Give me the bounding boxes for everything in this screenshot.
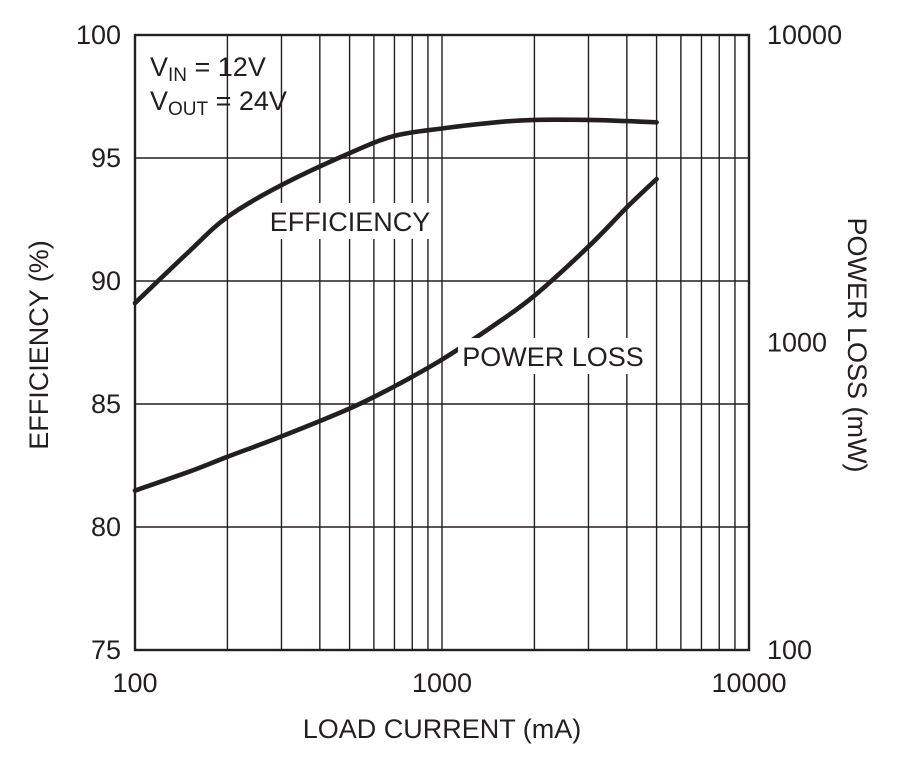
x-tick-label: 10000 [711,668,786,698]
y2-tick-label: 1000 [767,328,827,358]
vin-condition-label: VIN = 12V [150,52,266,86]
plot-frame [133,33,751,652]
y2-tick-label: 10000 [767,20,842,50]
power-loss-label-backdrop [458,338,648,374]
power-loss-series-label: POWER LOSS [462,342,644,372]
y-tick-label: 80 [91,512,121,542]
efficiency-curve [132,117,659,306]
y2-tick-label: 100 [767,635,812,665]
vout-condition-label: VOUT = 24V [150,86,287,120]
y-tick-label: 85 [91,389,121,419]
power-loss-curve [132,176,659,493]
series-lines [132,117,659,493]
efficiency-label-backdrop [270,203,430,239]
y-tick-label: 75 [91,635,121,665]
y-tick-label: 90 [91,266,121,296]
y-tick-label: 100 [76,20,121,50]
y-axis-tick-labels: 75 80 85 90 95 100 [76,20,121,665]
x-tick-label: 100 [112,668,157,698]
efficiency-series-label: EFFICIENCY [270,207,431,237]
y-axis-title: EFFICIENCY (%) [24,240,54,450]
y-tick-label: 95 [91,143,121,173]
x-axis-tick-labels: 100 1000 10000 [112,668,786,698]
y2-axis-title: POWER LOSS (mW) [842,218,872,473]
x-axis-title: LOAD CURRENT (mA) [303,714,582,744]
x-tick-label: 1000 [412,668,472,698]
y2-axis-tick-labels: 100 1000 10000 [767,20,842,665]
